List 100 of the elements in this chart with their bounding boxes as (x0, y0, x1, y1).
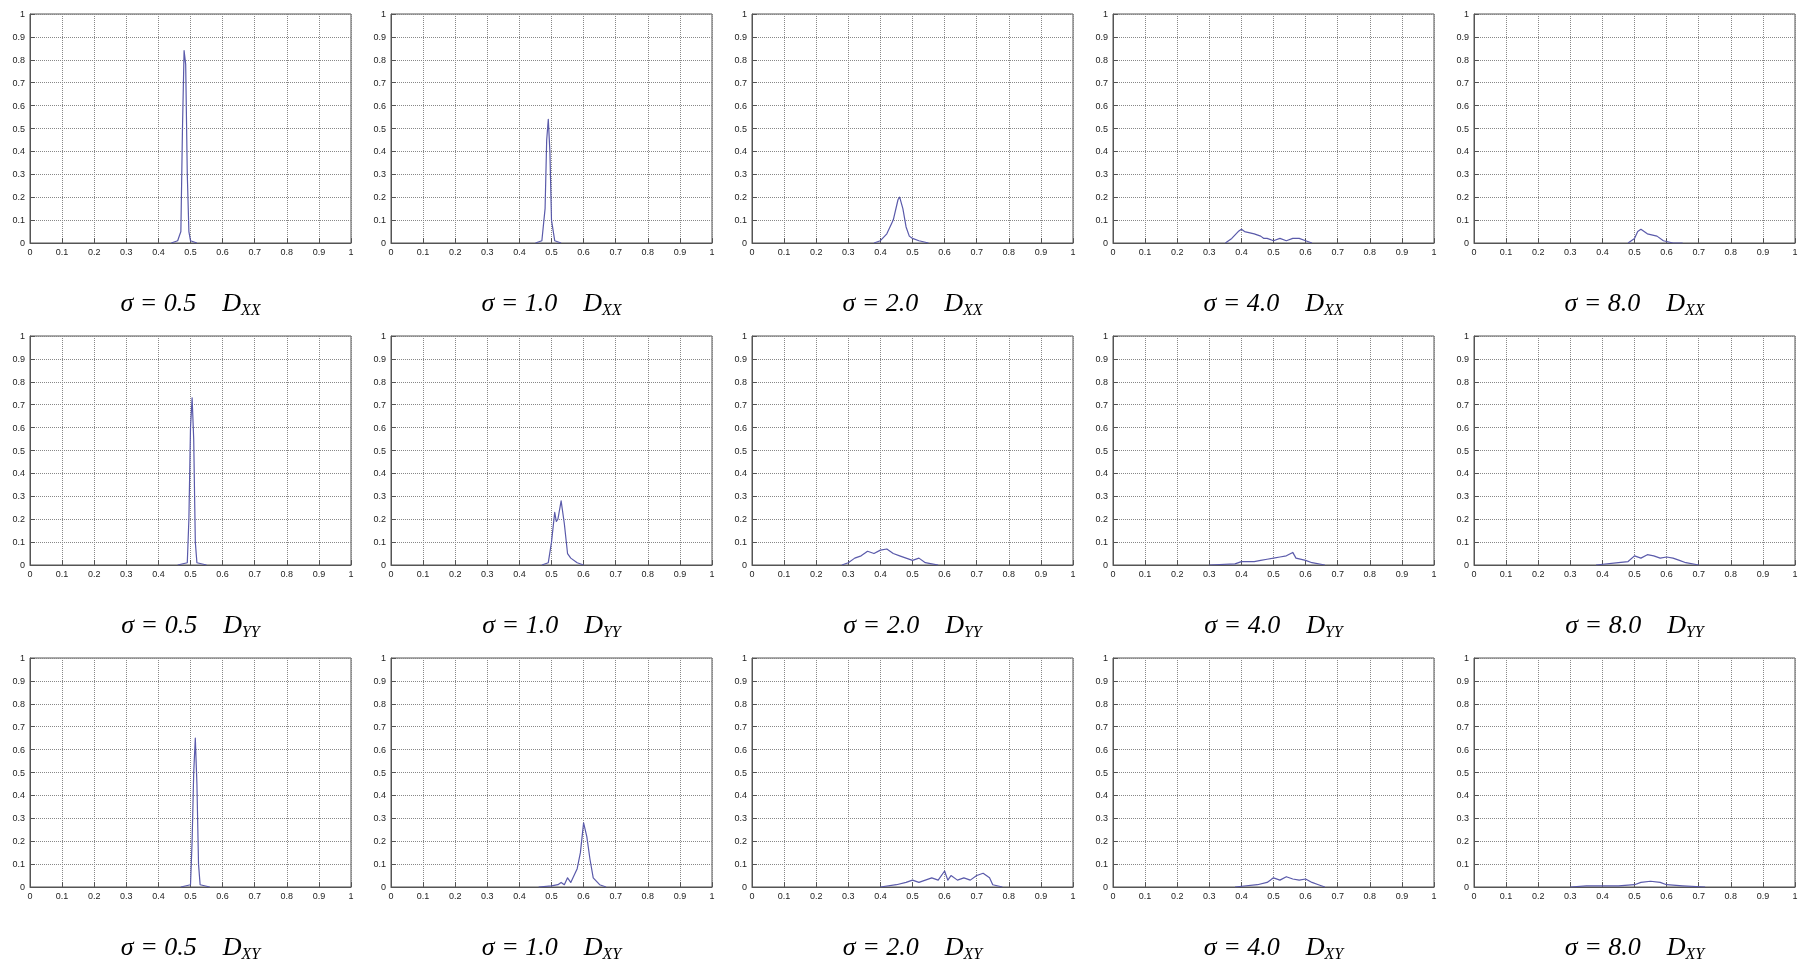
y-tick-label: 0.1 (12, 215, 25, 226)
y-tick-label: 0.8 (1095, 54, 1108, 65)
y-tick-label: 0.1 (1456, 215, 1469, 226)
x-tick-label: 0.4 (1235, 568, 1248, 579)
x-tick-label: 0.3 (1203, 890, 1216, 901)
y-tick-label: 0.4 (734, 790, 747, 801)
x-tick-label: 0.5 (1628, 890, 1641, 901)
x-tick-label: 0.6 (1660, 246, 1673, 257)
y-tick-label: 0.3 (1095, 813, 1108, 824)
y-tick-label: 1 (19, 331, 25, 341)
y-tick-label: 0.9 (734, 353, 747, 364)
x-tick-label: 0.7 (248, 568, 261, 579)
y-tick-label: 0.4 (12, 146, 25, 157)
y-tick-label: 0 (380, 560, 386, 570)
x-tick-label: 0.3 (481, 246, 494, 257)
x-tick-label: 0.4 (874, 568, 887, 579)
y-tick-label: 0.6 (1095, 422, 1108, 433)
x-tick-label: 0.2 (1170, 890, 1184, 901)
x-tick-label: 0 (27, 568, 33, 579)
y-tick-label: 0.8 (734, 54, 747, 65)
x-tick-label: 0.1 (416, 890, 430, 901)
y-tick-label: 0.1 (1456, 859, 1469, 870)
x-tick-label: 0.6 (577, 568, 590, 579)
x-tick-label: 0.1 (777, 246, 791, 257)
x-tick-label: 1 (1792, 246, 1798, 257)
y-tick-label: 0.6 (12, 744, 25, 755)
x-tick-label: 0.4 (1235, 246, 1248, 257)
y-tick-label: 0 (741, 560, 747, 570)
y-tick-label: 0.6 (1456, 100, 1469, 111)
line-series (538, 822, 607, 888)
x-tick-label: 0.5 (184, 246, 197, 257)
y-tick-label: 0.1 (373, 859, 386, 870)
x-tick-label: 0 (388, 246, 394, 257)
y-tick-label: 0.1 (1095, 537, 1108, 548)
y-tick-label: 0.7 (373, 399, 386, 410)
y-tick-label: 0.8 (1456, 54, 1469, 65)
x-tick-label: 1 (1792, 890, 1798, 901)
x-tick-label: 0.2 (87, 890, 101, 901)
x-tick-label: 0.2 (809, 246, 823, 257)
x-tick-label: 0.9 (312, 568, 326, 579)
y-tick-label: 0.1 (1456, 537, 1469, 548)
x-tick-label: 0.9 (1395, 246, 1409, 257)
x-tick-label: 0.3 (120, 568, 133, 579)
y-tick-label: 0.5 (1095, 445, 1108, 456)
x-tick-label: 0.7 (1692, 246, 1705, 257)
y-tick-label: 0.2 (373, 192, 386, 203)
x-tick-label: 0.3 (1564, 568, 1577, 579)
y-tick-label: 0 (1102, 560, 1108, 570)
y-tick-label: 0.1 (734, 215, 747, 226)
y-tick-label: 0 (1102, 238, 1108, 248)
x-tick-label: 0 (388, 568, 394, 579)
x-tick-label: 0.6 (1299, 890, 1312, 901)
x-tick-label: 0.1 (55, 246, 69, 257)
y-tick-label: 0.3 (734, 813, 747, 824)
y-tick-label: 0.4 (373, 790, 386, 801)
y-tick-label: 0.4 (1456, 146, 1469, 157)
x-tick-label: 0.5 (545, 890, 558, 901)
x-tick-label: 0.9 (1034, 890, 1048, 901)
x-tick-label: 0.9 (1756, 246, 1770, 257)
x-tick-label: 0.5 (184, 890, 197, 901)
x-tick-label: 0.3 (1564, 890, 1577, 901)
x-tick-label: 0.8 (641, 890, 655, 901)
y-tick-label: 1 (741, 9, 747, 19)
y-tick-label: 0.5 (1456, 445, 1469, 456)
x-tick-label: 0.6 (216, 246, 229, 257)
x-tick-label: 0 (749, 568, 755, 579)
line-series (879, 870, 1003, 888)
y-tick-label: 0.2 (373, 836, 386, 847)
x-tick-label: 0.9 (673, 568, 687, 579)
y-tick-label: 0.1 (12, 537, 25, 548)
y-tick-label: 0.5 (12, 123, 25, 134)
y-tick-label: 0.9 (1456, 675, 1469, 686)
x-tick-label: 0.2 (1170, 246, 1184, 257)
x-tick-label: 0.2 (87, 568, 101, 579)
x-tick-label: 0.1 (1499, 890, 1513, 901)
x-tick-label: 0.9 (673, 890, 687, 901)
x-tick-label: 0.6 (216, 890, 229, 901)
y-tick-label: 0.2 (373, 514, 386, 525)
y-tick-label: 0.4 (12, 468, 25, 479)
y-tick-label: 0.5 (12, 767, 25, 778)
line-series (534, 118, 562, 244)
y-tick-label: 0.7 (734, 721, 747, 732)
x-tick-label: 0.8 (1724, 246, 1738, 257)
y-tick-label: 1 (1102, 9, 1108, 19)
x-tick-label: 0.4 (1596, 568, 1609, 579)
y-tick-label: 0.4 (1456, 790, 1469, 801)
x-tick-label: 0.3 (1203, 568, 1216, 579)
x-tick-label: 0.3 (842, 568, 855, 579)
x-tick-label: 0.6 (1299, 246, 1312, 257)
x-tick-label: 1 (348, 246, 354, 257)
x-tick-label: 0.9 (1756, 568, 1770, 579)
y-tick-label: 0.9 (1095, 31, 1108, 42)
x-tick-label: 0.6 (1299, 568, 1312, 579)
y-tick-label: 0.8 (373, 54, 386, 65)
y-tick-label: 0.1 (1095, 215, 1108, 226)
x-tick-label: 0.6 (1660, 890, 1673, 901)
line-series (873, 196, 930, 244)
x-tick-label: 0.1 (1138, 890, 1152, 901)
y-tick-label: 0.8 (1095, 376, 1108, 387)
x-tick-label: 0.2 (1170, 568, 1184, 579)
